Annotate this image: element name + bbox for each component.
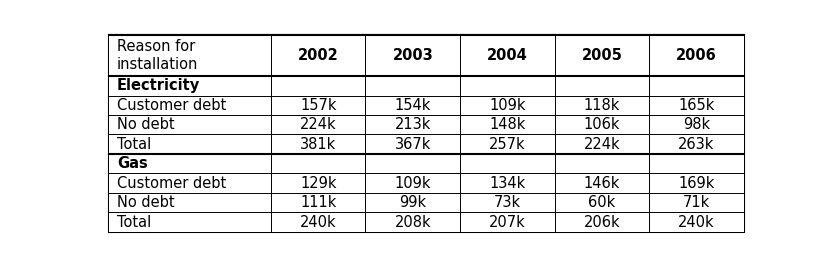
Text: Electricity: Electricity — [116, 78, 201, 93]
Text: 257k: 257k — [489, 137, 526, 152]
Bar — [271, 115, 365, 134]
Text: 2005: 2005 — [582, 48, 622, 63]
Text: Reason for
installation: Reason for installation — [116, 39, 198, 72]
Bar — [460, 134, 555, 154]
Text: 148k: 148k — [489, 117, 526, 132]
Bar — [109, 193, 271, 213]
Text: 60k: 60k — [588, 195, 616, 210]
Text: Customer debt: Customer debt — [116, 176, 226, 191]
Text: 169k: 169k — [678, 176, 715, 191]
Text: 240k: 240k — [300, 215, 336, 230]
Text: 207k: 207k — [489, 215, 526, 230]
Text: 2002: 2002 — [298, 48, 339, 63]
Bar — [109, 115, 271, 134]
Text: 134k: 134k — [489, 176, 526, 191]
Bar — [555, 154, 649, 173]
Bar — [649, 193, 744, 213]
Text: Customer debt: Customer debt — [116, 98, 226, 113]
Bar — [460, 173, 555, 193]
Text: 109k: 109k — [394, 176, 431, 191]
Text: 213k: 213k — [394, 117, 431, 132]
Text: 98k: 98k — [683, 117, 710, 132]
Text: 2003: 2003 — [393, 48, 433, 63]
Bar — [649, 154, 744, 173]
Text: 2004: 2004 — [487, 48, 527, 63]
Bar — [555, 213, 649, 232]
Text: 367k: 367k — [394, 137, 431, 152]
Text: 208k: 208k — [394, 215, 431, 230]
Text: 99k: 99k — [399, 195, 426, 210]
Text: 263k: 263k — [678, 137, 715, 152]
Text: 154k: 154k — [394, 98, 431, 113]
Bar — [365, 96, 460, 115]
Bar — [460, 96, 555, 115]
Text: 224k: 224k — [300, 117, 336, 132]
Bar — [649, 76, 744, 96]
Bar — [271, 96, 365, 115]
Bar — [555, 115, 649, 134]
Bar — [555, 76, 649, 96]
Bar — [109, 96, 271, 115]
Text: 240k: 240k — [678, 215, 715, 230]
Bar — [365, 193, 460, 213]
Bar — [365, 213, 460, 232]
Text: 381k: 381k — [300, 137, 336, 152]
Bar — [109, 76, 271, 96]
Bar — [649, 213, 744, 232]
Bar — [365, 154, 460, 173]
Bar — [649, 96, 744, 115]
Bar — [271, 193, 365, 213]
Bar — [109, 173, 271, 193]
Bar — [649, 35, 744, 76]
Bar — [365, 134, 460, 154]
Text: 106k: 106k — [583, 117, 620, 132]
Bar — [460, 154, 555, 173]
Bar — [460, 213, 555, 232]
Bar — [555, 134, 649, 154]
Text: 71k: 71k — [683, 195, 710, 210]
Bar — [460, 115, 555, 134]
Text: 109k: 109k — [489, 98, 526, 113]
Bar — [365, 76, 460, 96]
Text: 129k: 129k — [300, 176, 336, 191]
Bar — [460, 35, 555, 76]
Bar — [271, 154, 365, 173]
Bar — [109, 35, 271, 76]
Bar — [109, 134, 271, 154]
Text: Gas: Gas — [116, 156, 147, 171]
Bar — [271, 35, 365, 76]
Bar — [271, 173, 365, 193]
Text: 111k: 111k — [300, 195, 336, 210]
Text: 118k: 118k — [583, 98, 620, 113]
Bar — [460, 76, 555, 96]
Bar — [460, 193, 555, 213]
Bar — [365, 173, 460, 193]
Bar — [109, 154, 271, 173]
Bar — [555, 96, 649, 115]
Text: 2006: 2006 — [676, 48, 716, 63]
Text: 146k: 146k — [583, 176, 620, 191]
Text: Total: Total — [116, 137, 151, 152]
Bar — [271, 134, 365, 154]
Bar — [271, 76, 365, 96]
Bar — [365, 35, 460, 76]
Bar — [649, 134, 744, 154]
Text: No debt: No debt — [116, 195, 175, 210]
Text: 224k: 224k — [583, 137, 620, 152]
Text: 206k: 206k — [583, 215, 620, 230]
Bar — [649, 173, 744, 193]
Bar — [109, 213, 271, 232]
Text: Total: Total — [116, 215, 151, 230]
Bar — [555, 173, 649, 193]
Bar — [271, 213, 365, 232]
Text: 73k: 73k — [493, 195, 521, 210]
Text: 157k: 157k — [300, 98, 336, 113]
Text: 165k: 165k — [678, 98, 715, 113]
Bar — [555, 193, 649, 213]
Bar — [649, 115, 744, 134]
Text: No debt: No debt — [116, 117, 175, 132]
Bar — [555, 35, 649, 76]
Bar — [365, 115, 460, 134]
